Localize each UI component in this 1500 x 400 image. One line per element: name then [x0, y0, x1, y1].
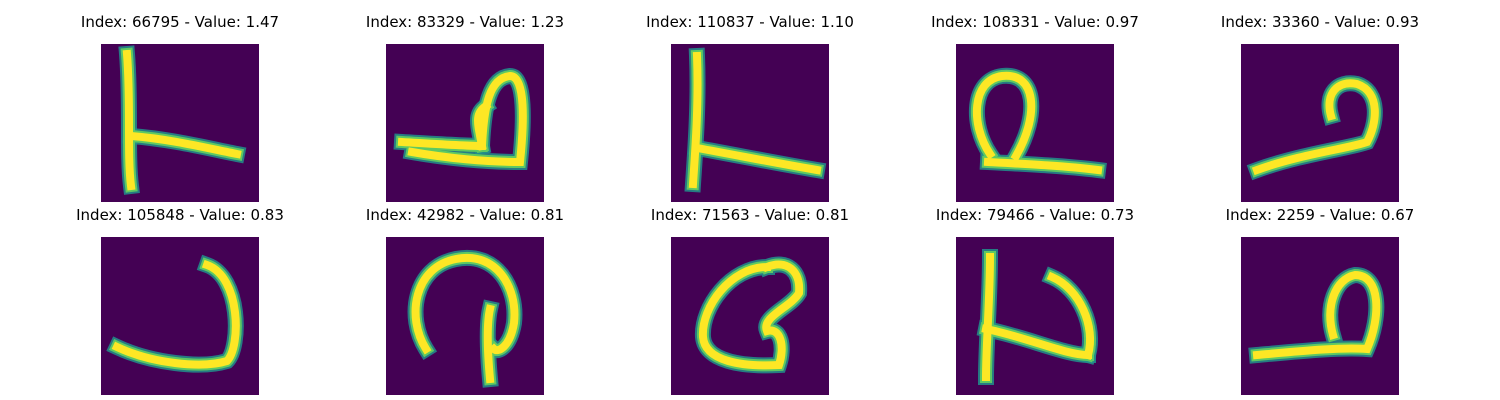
- digit-stroke: [1046, 271, 1095, 360]
- digit-stroke: [1251, 79, 1379, 176]
- digit-stroke: [122, 49, 136, 191]
- digit-image: [671, 44, 829, 202]
- digit-image: [386, 237, 544, 395]
- digit-stroke: [111, 259, 240, 369]
- digit-stroke: [972, 71, 1036, 162]
- digit-stroke: [397, 71, 527, 167]
- panel-title: Index: 2259 - Value: 0.67: [1225, 206, 1415, 224]
- digit-stroke: [474, 100, 492, 151]
- digit-stroke: [126, 131, 242, 159]
- digit-panel-6: Index: 105848 - Value: 0.83: [50, 203, 310, 395]
- digit-panel-7: Index: 42982 - Value: 0.81: [335, 203, 595, 395]
- digit-panel-8: Index: 71563 - Value: 0.81: [620, 203, 880, 395]
- panel-title: Index: 83329 - Value: 1.23: [365, 13, 565, 31]
- digit-panel-10: Index: 2259 - Value: 0.67: [1190, 203, 1450, 395]
- panel-title: Index: 71563 - Value: 0.81: [650, 206, 850, 224]
- digit-panel-9: Index: 79466 - Value: 0.73: [905, 203, 1165, 395]
- digit-panel-4: Index: 108331 - Value: 0.97: [905, 10, 1165, 202]
- panel-title: Index: 66795 - Value: 1.47: [80, 13, 280, 31]
- digit-panel-2: Index: 83329 - Value: 1.23: [335, 10, 595, 202]
- digit-image: [956, 237, 1114, 395]
- digit-stroke: [983, 157, 1103, 175]
- panel-title: Index: 110837 - Value: 1.10: [646, 13, 854, 31]
- digit-image: [956, 44, 1114, 202]
- digit-stroke: [981, 324, 1093, 360]
- digit-image: [386, 44, 544, 202]
- digit-image: [1241, 44, 1399, 202]
- panel-title: Index: 33360 - Value: 0.93: [1220, 13, 1420, 31]
- digit-stroke: [688, 51, 702, 189]
- digit-stroke: [981, 252, 995, 382]
- panel-title: Index: 108331 - Value: 0.97: [931, 13, 1139, 31]
- digit-stroke: [698, 260, 804, 370]
- digit-image: [1241, 237, 1399, 395]
- digit-image: [101, 44, 259, 202]
- digit-panel-5: Index: 33360 - Value: 0.93: [1190, 10, 1450, 202]
- panel-title: Index: 42982 - Value: 0.81: [365, 206, 565, 224]
- panel-title: Index: 79466 - Value: 0.73: [935, 206, 1135, 224]
- digit-image: [671, 237, 829, 395]
- digit-stroke: [411, 253, 519, 355]
- digit-panel-1: Index: 66795 - Value: 1.47: [50, 10, 310, 202]
- digit-stroke: [483, 304, 495, 384]
- panel-title: Index: 105848 - Value: 0.83: [76, 206, 284, 224]
- digit-stroke: [692, 143, 822, 175]
- digit-stroke: [1252, 270, 1381, 360]
- digit-image: [101, 237, 259, 395]
- digit-panel-3: Index: 110837 - Value: 1.10: [620, 10, 880, 202]
